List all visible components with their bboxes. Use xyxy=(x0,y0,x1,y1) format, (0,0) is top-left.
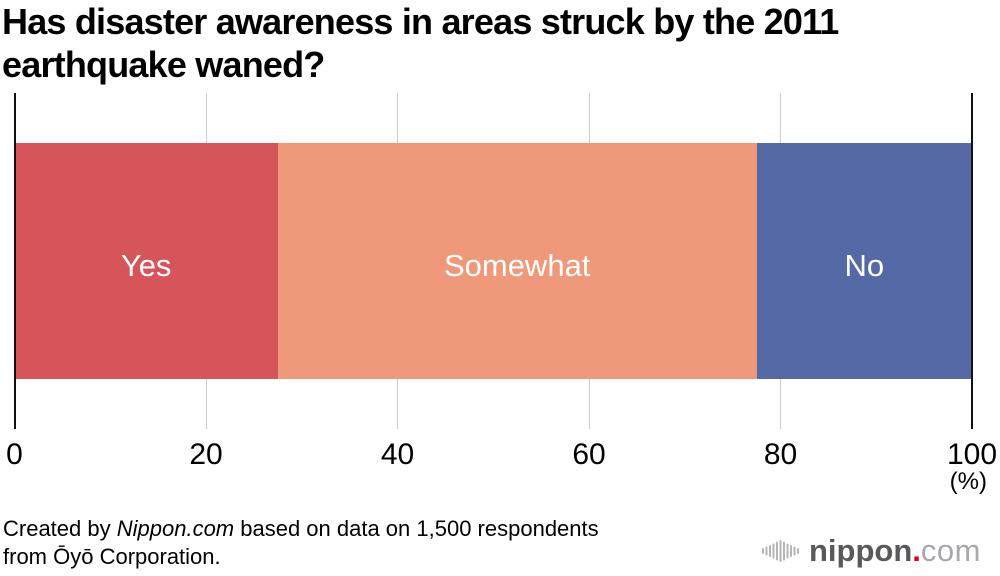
source-note-suffix: based on data on 1,500 respondents xyxy=(234,516,599,541)
x-tick-label: 100 xyxy=(946,438,998,471)
nippon-com-wordmark: nippon.com xyxy=(809,534,981,568)
x-tick-label: 80 xyxy=(763,438,798,471)
bar-segment-label: No xyxy=(844,247,885,283)
chart-title-line1: Has disaster awareness in areas struck b… xyxy=(2,1,839,42)
soundwave-bars-icon xyxy=(762,540,799,562)
source-note-prefix: Created by xyxy=(3,516,117,541)
source-note-brand: Nippon.com xyxy=(116,516,235,541)
logo-tld: com xyxy=(920,533,981,568)
x-tick-label: 40 xyxy=(380,438,415,471)
chart-title-line2: earthquake waned? xyxy=(2,44,325,85)
stacked-bar-chart: Yes Somewhat No (%) 0 20 40 60 80 100 xyxy=(6,93,998,495)
bar-segment-label: Yes xyxy=(120,247,172,283)
source-note: Created by Nippon.com based on data on 1… xyxy=(3,515,703,571)
axis-line xyxy=(13,93,16,429)
nippon-com-logo: nippon.com xyxy=(762,534,981,568)
axis-line xyxy=(971,93,973,429)
source-note-line2: from Ōyō Corporation. xyxy=(3,544,221,569)
bar-segment-label: Somewhat xyxy=(443,247,591,283)
stacked-bar: Yes Somewhat No xyxy=(14,143,972,379)
x-tick-label: 20 xyxy=(189,438,223,471)
logo-name: nippon xyxy=(809,533,913,568)
bar-segment-yes: Yes xyxy=(14,143,278,379)
bar-segment-somewhat: Somewhat xyxy=(277,143,757,379)
chart-title: Has disaster awareness in areas struck b… xyxy=(2,0,998,86)
axis-unit-label: (%) xyxy=(949,468,987,495)
logo-dot: . xyxy=(912,533,921,568)
x-tick-label: 60 xyxy=(572,438,606,471)
bar-segment-no: No xyxy=(756,143,972,379)
x-tick-label: 0 xyxy=(6,438,23,471)
